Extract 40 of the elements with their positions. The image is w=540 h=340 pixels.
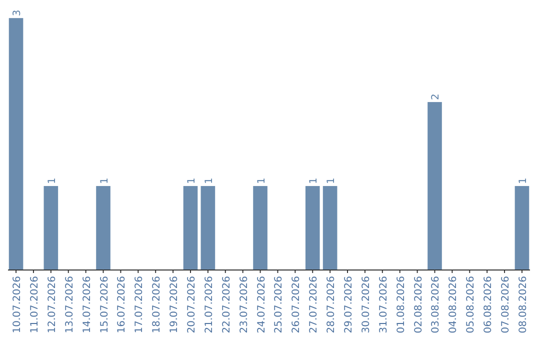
data-label: 1 bbox=[186, 178, 198, 184]
x-tick-label: 27.07.2026 bbox=[308, 276, 320, 334]
x-tick-label: 25.07.2026 bbox=[274, 276, 285, 334]
x-tick-label: 07.08.2026 bbox=[500, 276, 512, 334]
data-label: 1 bbox=[326, 178, 338, 184]
x-tick-label: 17.07.2026 bbox=[134, 276, 146, 334]
x-tick-label: 11.07.2026 bbox=[29, 276, 40, 334]
x-tick-label: 01.08.2026 bbox=[396, 276, 407, 334]
x-tick-label: 30.07.2026 bbox=[360, 276, 372, 334]
x-tick-label: 26.07.2026 bbox=[291, 276, 302, 334]
x-tick-label: 03.08.2026 bbox=[430, 276, 442, 334]
data-label: 3 bbox=[12, 10, 24, 16]
data-label: 1 bbox=[518, 178, 529, 184]
data-label: 1 bbox=[308, 178, 320, 184]
data-label: 1 bbox=[256, 178, 268, 184]
x-tick-label: 12.07.2026 bbox=[46, 276, 58, 334]
x-tick-label: 14.07.2026 bbox=[82, 276, 93, 334]
data-label: 2 bbox=[430, 94, 442, 100]
x-tick-label: 18.07.2026 bbox=[152, 276, 163, 334]
x-tick-label: 21.07.2026 bbox=[204, 276, 215, 334]
x-tick-label: 10.07.2026 bbox=[12, 276, 24, 334]
x-tick-label: 06.08.2026 bbox=[483, 276, 494, 334]
data-label: 1 bbox=[204, 178, 215, 184]
x-tick-label: 29.07.2026 bbox=[344, 276, 355, 334]
x-tick-label: 05.08.2026 bbox=[466, 276, 477, 334]
x-tick-label: 31.07.2026 bbox=[378, 276, 390, 334]
x-tick-label: 23.07.2026 bbox=[238, 276, 250, 334]
x-tick-label: 28.07.2026 bbox=[326, 276, 338, 334]
x-tick-label: 04.08.2026 bbox=[448, 276, 460, 334]
x-tick-label: 20.07.2026 bbox=[186, 276, 198, 334]
data-label: 1 bbox=[99, 178, 110, 184]
x-tick-label: 16.07.2026 bbox=[116, 276, 128, 334]
x-tick-label: 19.07.2026 bbox=[169, 276, 180, 334]
x-tick-label: 08.08.2026 bbox=[518, 276, 529, 334]
x-tick-label: 15.07.2026 bbox=[99, 276, 110, 334]
data-label: 1 bbox=[46, 178, 58, 184]
x-tick-label: 02.08.2026 bbox=[413, 276, 424, 334]
x-tick-label: 24.07.2026 bbox=[256, 276, 268, 334]
x-tick-label: 13.07.2026 bbox=[64, 276, 76, 334]
x-tick-label: 22.07.2026 bbox=[221, 276, 232, 334]
